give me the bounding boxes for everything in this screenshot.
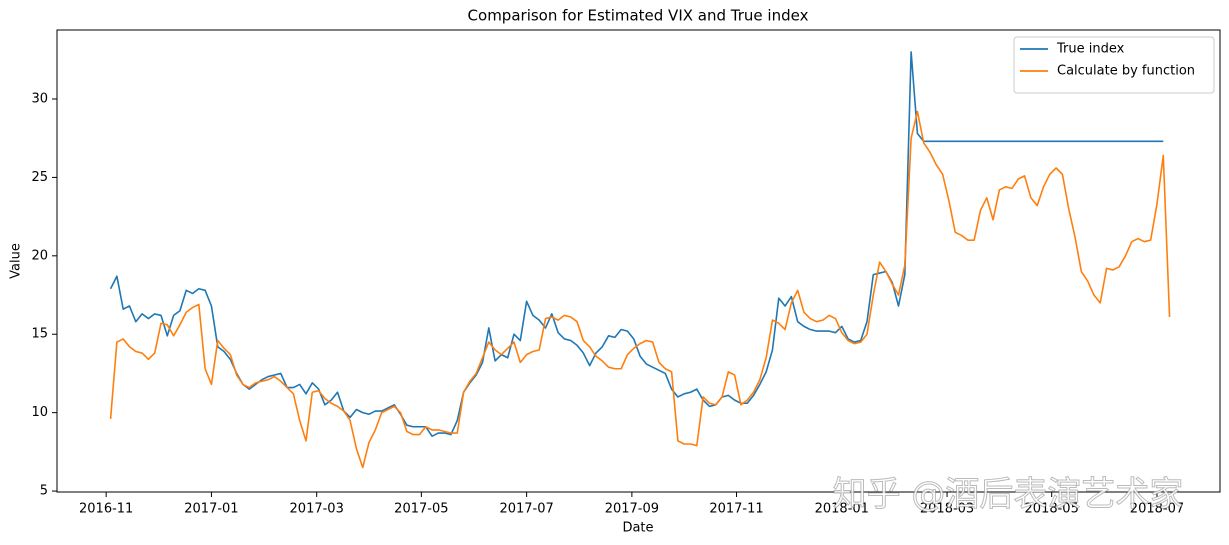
legend-label: Calculate by function bbox=[1057, 64, 1195, 79]
x-tick-label: 2017-01 bbox=[184, 502, 238, 517]
y-tick-label: 30 bbox=[31, 92, 48, 107]
legend-box bbox=[1013, 36, 1215, 94]
chart-title: Comparison for Estimated VIX and True in… bbox=[468, 7, 809, 25]
x-tick-label: 2018-01 bbox=[815, 502, 869, 517]
x-tick-label: 2017-11 bbox=[709, 502, 763, 517]
y-tick-label: 5 bbox=[40, 484, 48, 499]
series-line bbox=[109, 110, 1171, 469]
y-tick-label: 20 bbox=[31, 248, 48, 263]
y-tick-label: 10 bbox=[31, 405, 48, 420]
series-line bbox=[109, 51, 1164, 437]
x-tick-label: 2017-05 bbox=[394, 502, 448, 517]
x-tick-label: 2016-11 bbox=[79, 502, 133, 517]
x-axis-label: Date bbox=[622, 521, 653, 536]
y-tick-label: 25 bbox=[31, 170, 48, 185]
x-tick-label: 2017-03 bbox=[290, 502, 344, 517]
x-tick-label: 2018-03 bbox=[920, 502, 974, 517]
x-tick-label: 2018-07 bbox=[1130, 502, 1184, 517]
watermark: 知乎 @酒后表演艺术家 bbox=[833, 475, 1184, 515]
plot-frame bbox=[56, 29, 1221, 493]
x-tick-label: 2018-05 bbox=[1025, 502, 1079, 517]
legend-label: True index bbox=[1056, 42, 1125, 57]
x-tick-label: 2017-09 bbox=[605, 502, 659, 517]
y-axis-label: Value bbox=[9, 243, 24, 279]
x-tick-label: 2017-07 bbox=[499, 502, 553, 517]
y-tick-label: 15 bbox=[31, 327, 48, 342]
